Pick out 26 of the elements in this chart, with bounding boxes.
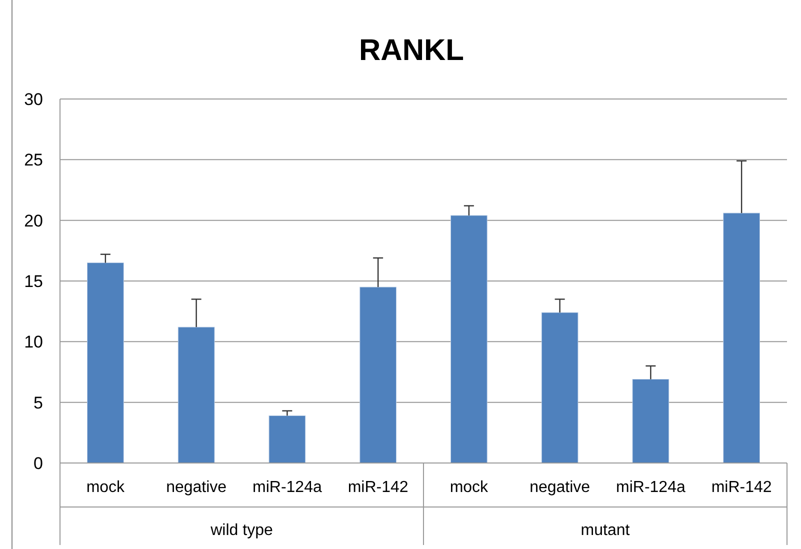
y-tick-label: 5 — [34, 393, 43, 412]
x-tick-label: miR-124a — [252, 479, 322, 496]
x-tick-label: mock — [86, 479, 126, 496]
x-tick-label: negative — [166, 479, 227, 496]
y-tick-label: 20 — [24, 211, 43, 230]
chart-title: RANKL — [359, 34, 464, 67]
bar — [632, 379, 670, 464]
bar — [450, 215, 488, 464]
y-tick-label: 0 — [34, 454, 43, 473]
y-tick-label: 25 — [24, 150, 43, 170]
bar — [723, 212, 760, 464]
bar — [360, 286, 396, 464]
bar — [87, 262, 124, 464]
bar — [541, 312, 578, 464]
x-tick-label: miR-124a — [616, 479, 686, 496]
bar — [178, 326, 215, 464]
y-tick-label: 15 — [24, 272, 43, 291]
text: mutant — [580, 522, 630, 539]
x-tick-label: miR-142 — [711, 479, 772, 496]
text: wild type — [210, 522, 273, 539]
x-tick-label: mock — [450, 479, 490, 496]
x-tick-label: negative — [530, 479, 590, 496]
bar — [268, 415, 306, 464]
y-tick-label: 10 — [24, 332, 43, 352]
x-tick-label: miR-142 — [348, 479, 408, 496]
y-tick-label: 30 — [24, 90, 43, 109]
